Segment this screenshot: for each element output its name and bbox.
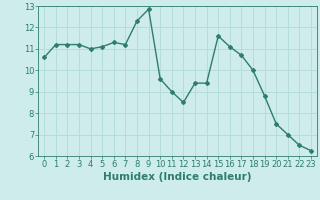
X-axis label: Humidex (Indice chaleur): Humidex (Indice chaleur) xyxy=(103,172,252,182)
